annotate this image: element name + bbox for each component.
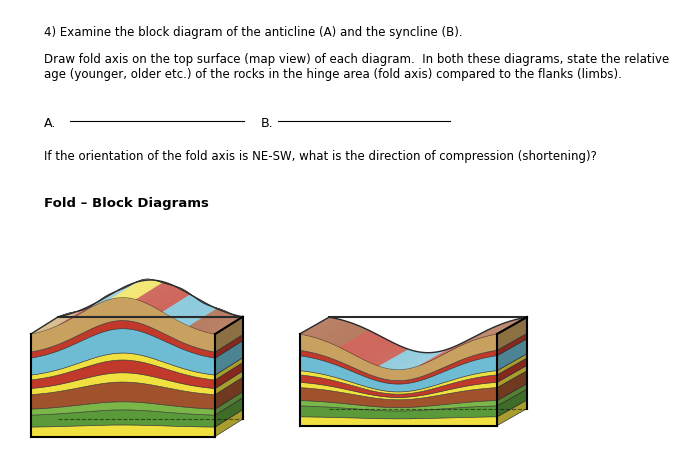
Text: Draw fold axis on the top surface (map view) of each diagram.  In both these dia: Draw fold axis on the top surface (map v…	[44, 53, 669, 81]
Text: B: B	[407, 414, 418, 429]
Text: A: A	[133, 414, 144, 429]
Text: 4) Examine the block diagram of the anticline (A) and the syncline (B).: 4) Examine the block diagram of the anti…	[44, 26, 463, 39]
Text: If the orientation of the fold axis is NE-SW, what is the direction of compressi: If the orientation of the fold axis is N…	[44, 150, 597, 163]
Text: A.: A.	[44, 117, 57, 130]
Text: B.: B.	[261, 117, 274, 130]
Text: Fold – Block Diagrams: Fold – Block Diagrams	[44, 197, 209, 210]
